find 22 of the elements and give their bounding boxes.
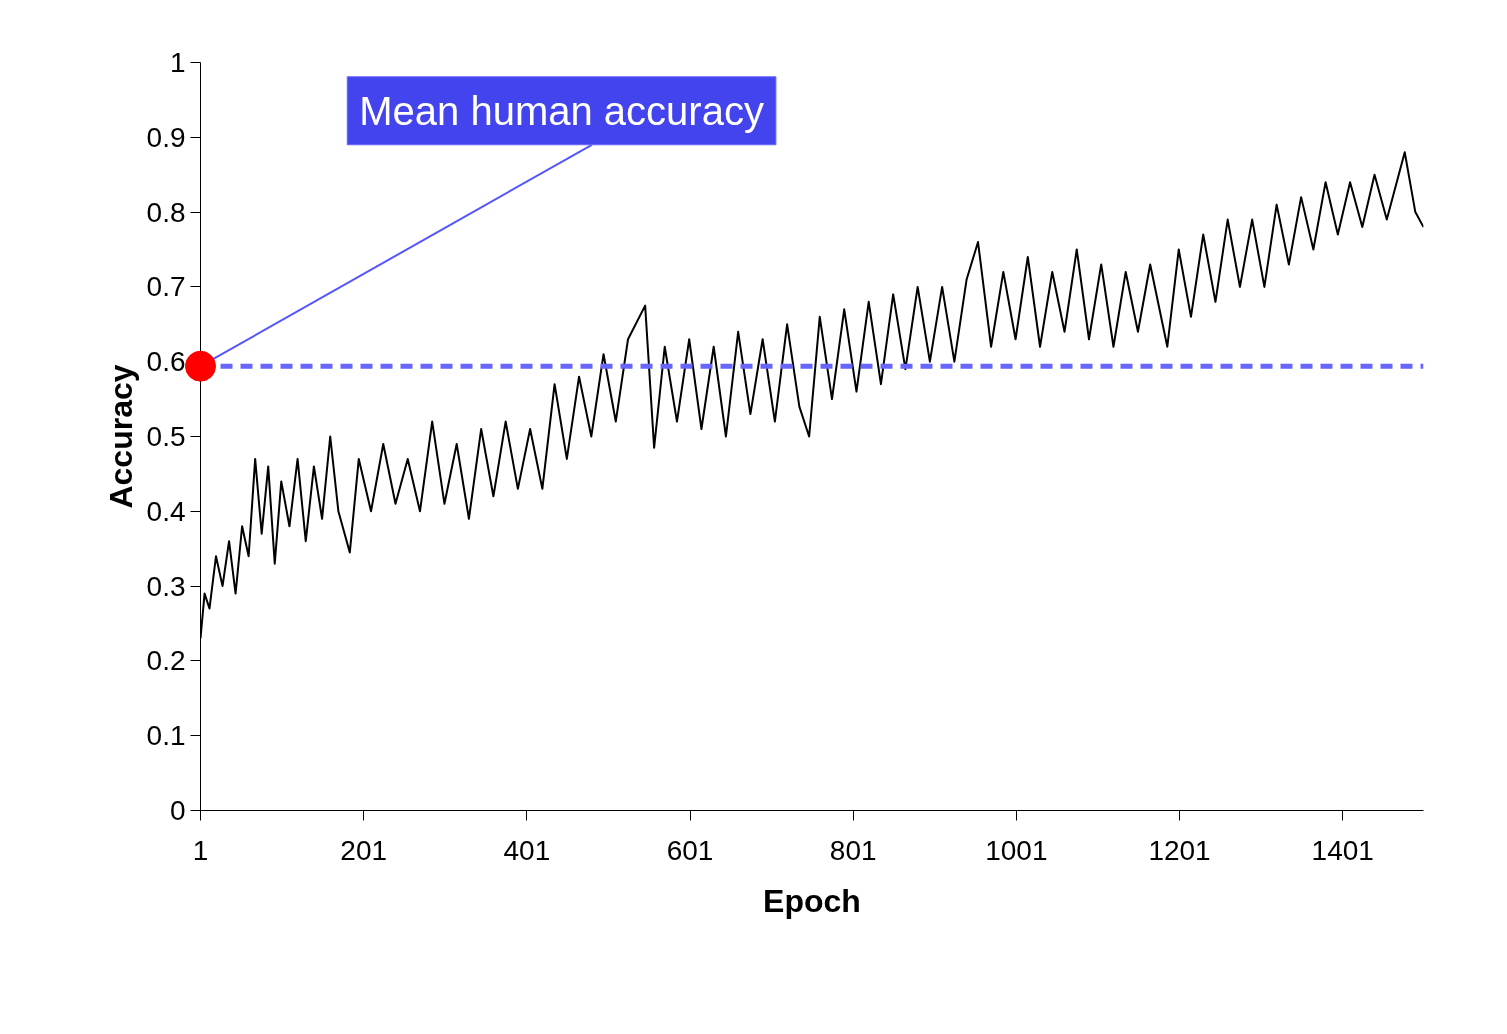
x-tick-label: 1401 bbox=[1311, 834, 1374, 866]
y-tick-label: 0.3 bbox=[146, 570, 186, 602]
x-tick-label: 1201 bbox=[1148, 834, 1211, 866]
x-tick-label: 801 bbox=[829, 834, 877, 866]
x-tick-label: 1 bbox=[192, 834, 209, 866]
y-tick-label: 0.1 bbox=[146, 720, 186, 752]
x-tick-label: 1001 bbox=[985, 834, 1048, 866]
y-tick-label: 0.9 bbox=[146, 121, 186, 153]
y-tick-label: 0.6 bbox=[146, 346, 186, 378]
y-tick-label: 0.8 bbox=[146, 196, 186, 228]
y-tick-label: 0.7 bbox=[146, 271, 186, 303]
x-tick-label: 201 bbox=[340, 834, 388, 866]
x-tick-label: 401 bbox=[503, 834, 551, 866]
y-tick-label: 0 bbox=[169, 795, 186, 826]
annotation: Mean human accuracy bbox=[359, 88, 764, 133]
y-tick-label: 0.4 bbox=[146, 495, 186, 527]
x-axis-title: Epoch bbox=[763, 882, 861, 919]
y-tick-label: 0.2 bbox=[146, 645, 186, 677]
y-tick-label: 1 bbox=[169, 47, 186, 78]
y-tick-label: 0.5 bbox=[146, 421, 186, 452]
y-axis-title: Accuracy bbox=[102, 364, 139, 509]
x-tick-label: 601 bbox=[666, 834, 714, 866]
